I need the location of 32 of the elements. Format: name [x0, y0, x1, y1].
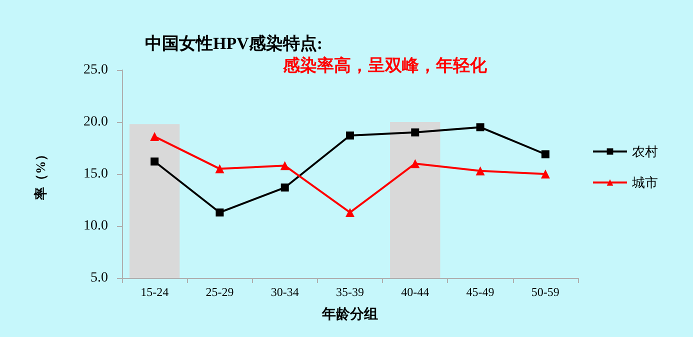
point [150, 158, 159, 166]
point [150, 132, 160, 142]
x-axis-title: 年龄分组 [321, 306, 378, 322]
point [476, 123, 484, 132]
y-axis-title: 率（%） [33, 148, 48, 201]
chart-subtitle: 感染率高，呈双峰，年轻化 [282, 56, 488, 75]
x-tick-label: 35-39 [336, 285, 364, 299]
point [540, 170, 550, 178]
y-tick-label: 25.0 [84, 62, 108, 78]
point [411, 128, 420, 136]
point [280, 184, 289, 192]
point [215, 164, 224, 174]
chart-title: 中国女性HPV感染特点: [145, 34, 323, 53]
x-tick-label: 15-24 [140, 285, 169, 299]
legend-label: 农村 [632, 144, 658, 159]
point [476, 166, 485, 176]
y-tick-label: 10.0 [84, 218, 108, 234]
x-tick-label: 45-49 [466, 285, 494, 299]
point [541, 150, 550, 158]
point [410, 159, 420, 168]
x-tick-label: 25-29 [206, 285, 234, 299]
y-tick-label: 20.0 [84, 114, 108, 130]
point [216, 208, 224, 216]
point [346, 132, 354, 140]
y-tick-label: 15.0 [84, 166, 108, 182]
x-tick-label: 30-34 [270, 285, 299, 299]
x-tick-label: 50-59 [531, 285, 560, 299]
point [346, 208, 354, 217]
x-tick-label: 40-44 [401, 285, 430, 299]
legend-label: 城市 [631, 175, 658, 190]
point [280, 161, 290, 170]
y-tick-label: 5.0 [90, 270, 108, 286]
